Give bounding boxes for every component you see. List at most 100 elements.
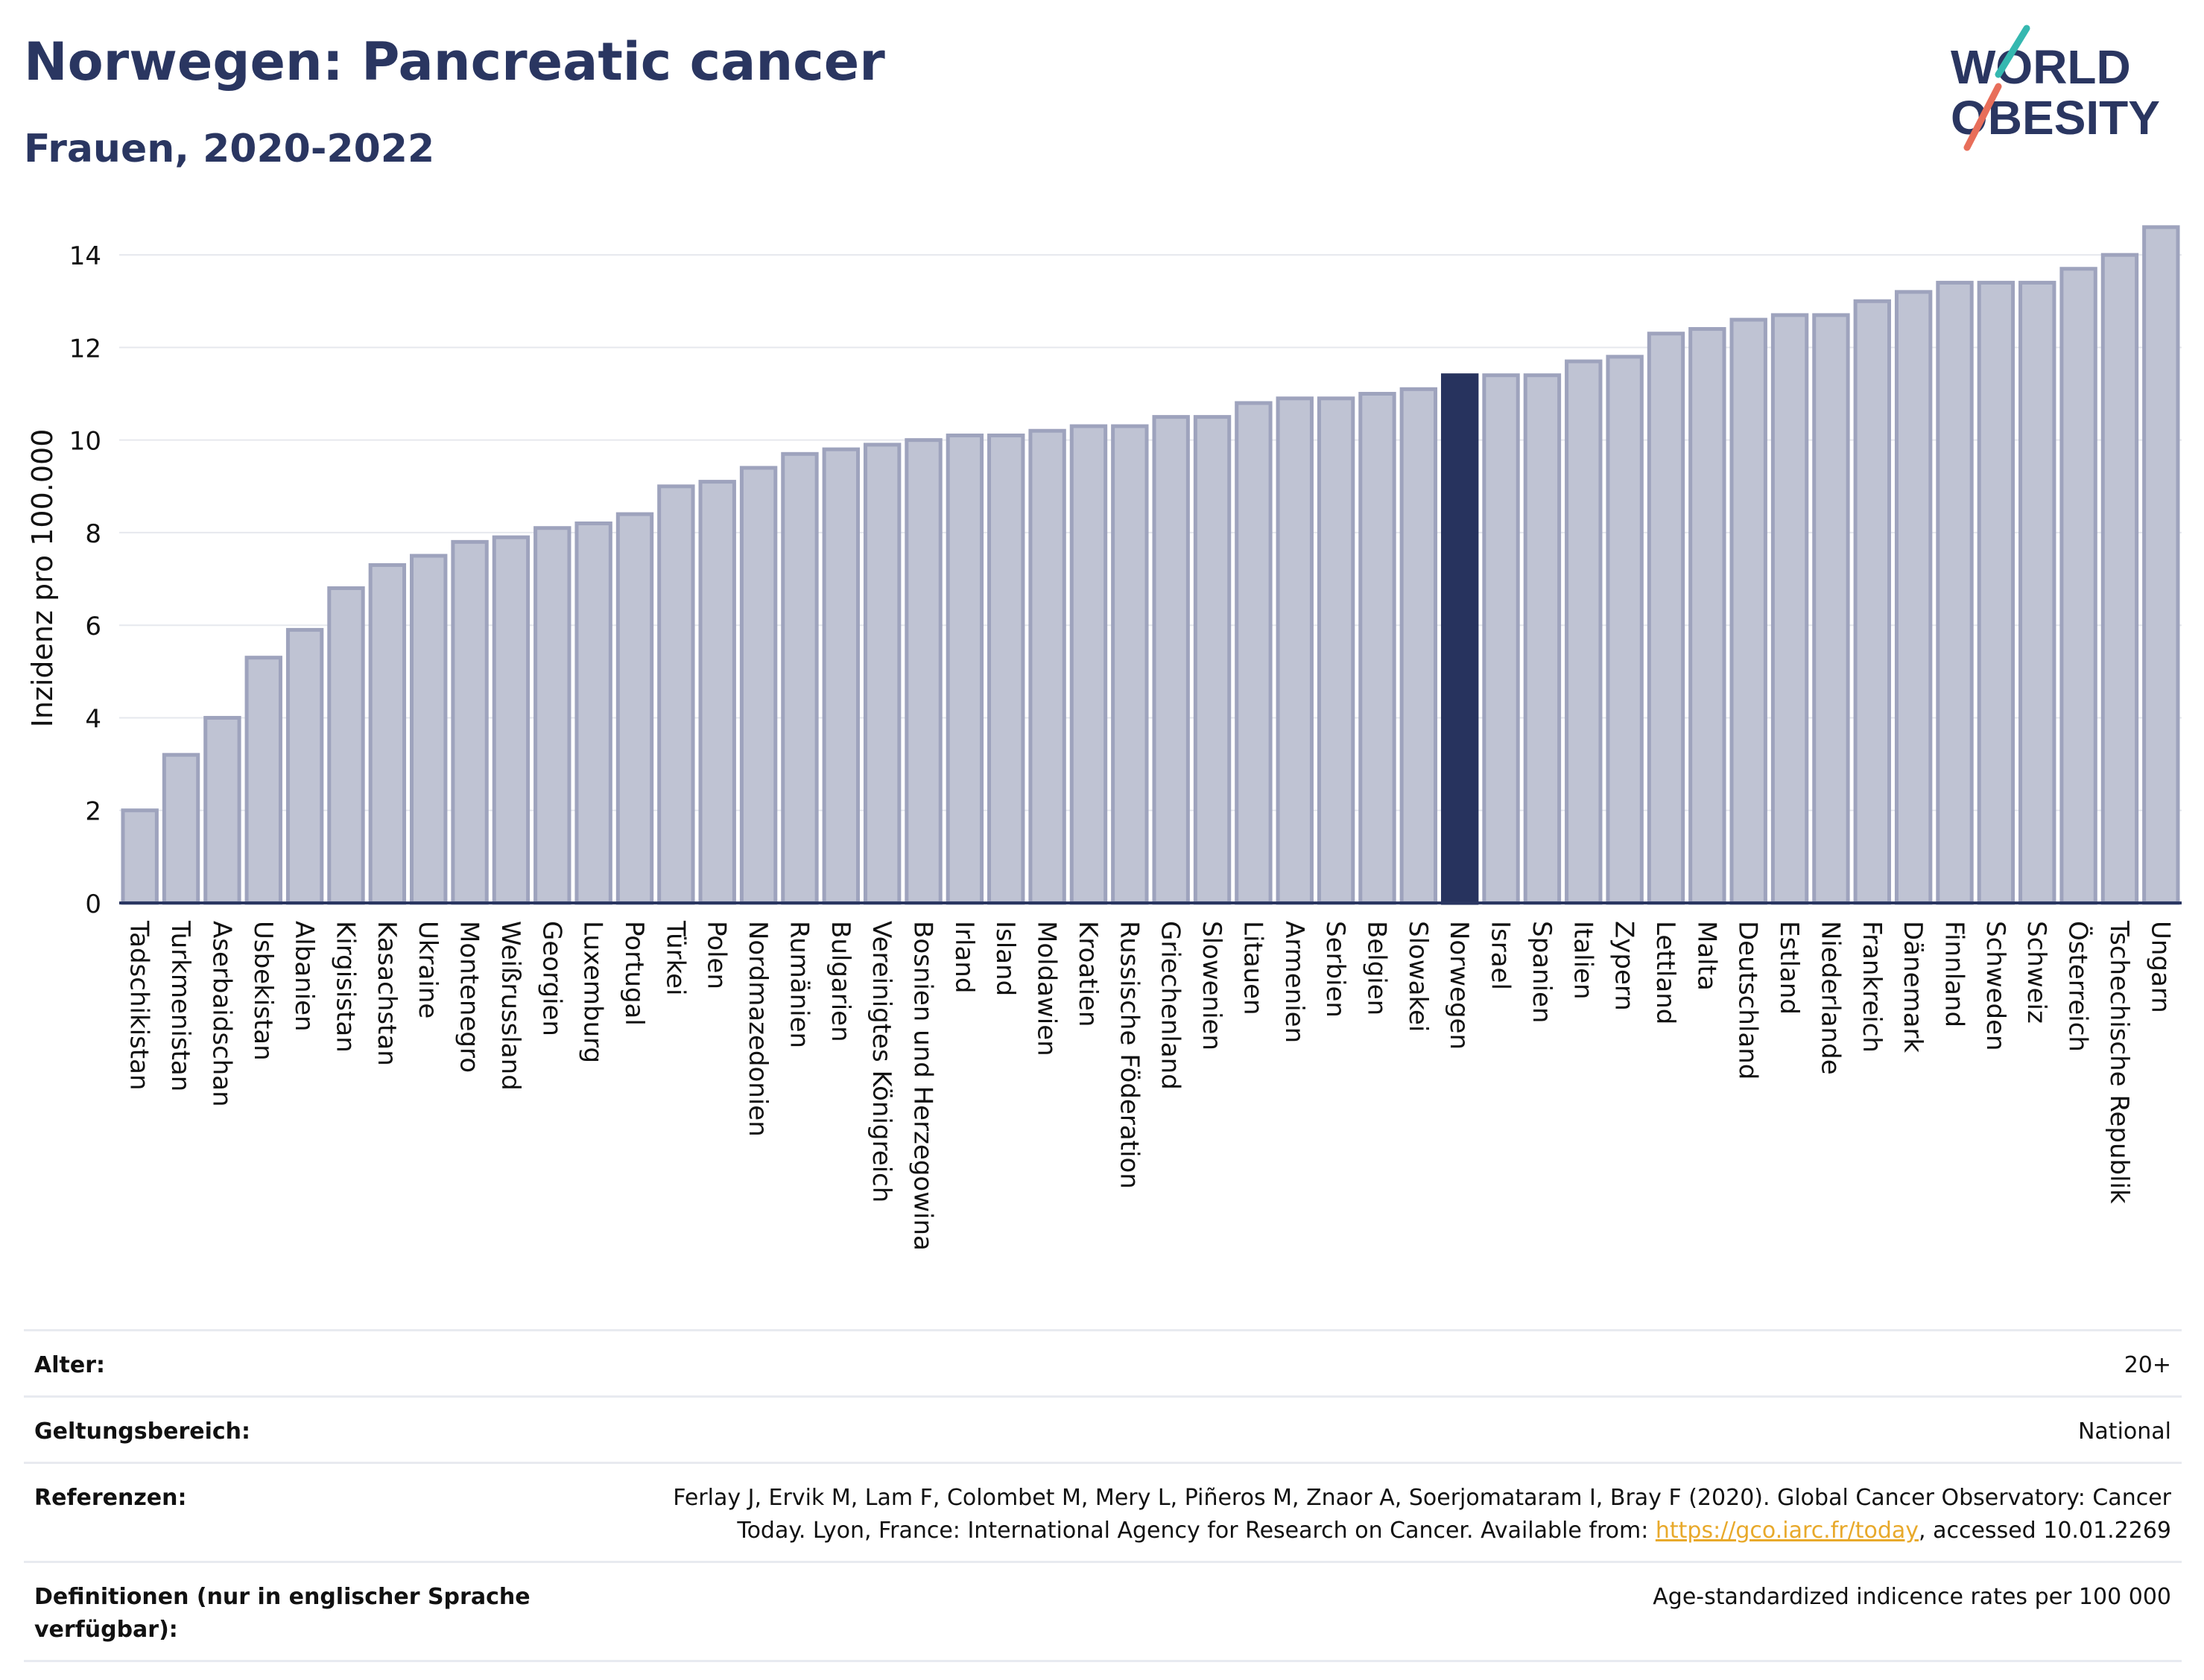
x-tick-label: Weißrussland <box>495 921 525 1091</box>
x-tick-label: Montenegro <box>455 921 484 1073</box>
x-tick-label: Bulgarien <box>826 921 855 1042</box>
x-tick-label: Deutschland <box>1733 921 1763 1080</box>
x-tick-label: Schweden <box>1980 921 2010 1051</box>
bar-Usbekistan[interactable] <box>244 656 282 905</box>
bar-Frankreich[interactable] <box>1853 299 1891 905</box>
x-tick-label: Italien <box>1568 921 1597 1000</box>
x-tick-label: Österreich <box>2063 921 2094 1052</box>
bar-Kroatien[interactable] <box>1069 424 1108 905</box>
reference-text-1: Ferlay J, Ervik M, Lam F, Colombet M, Me… <box>673 1485 2171 1511</box>
x-tick-label: Malta <box>1691 921 1721 991</box>
bar-Montenegro[interactable] <box>451 539 489 905</box>
x-tick-label: Polen <box>702 921 732 989</box>
meta-value-references: Ferlay J, Ervik M, Lam F, Colombet M, Me… <box>571 1482 2171 1547</box>
x-tick-label: Armenien <box>1279 921 1309 1043</box>
bar-Moldawien[interactable] <box>1028 428 1066 905</box>
bar-Belgien[interactable] <box>1358 392 1396 905</box>
meta-row-references: Referenzen: Ferlay J, Ervik M, Lam F, Co… <box>24 1462 2182 1561</box>
bar-Georgien[interactable] <box>533 526 571 905</box>
x-tick-label: Finnland <box>1939 921 1969 1027</box>
bar-Armenien[interactable] <box>1276 396 1314 905</box>
bar-Nordmazedonien[interactable] <box>739 466 778 905</box>
bar-Tadschikistan[interactable] <box>121 808 159 905</box>
bar-Ukraine[interactable] <box>410 554 448 905</box>
bar-Litauen[interactable] <box>1235 401 1273 905</box>
meta-row-age: Alter: 20+ <box>24 1329 2182 1395</box>
x-tick-label: Vereinigtes Königreich <box>867 921 896 1202</box>
reference-link[interactable]: https://gco.iarc.fr/today <box>1655 1518 1919 1544</box>
bar-Österreich[interactable] <box>2059 267 2097 905</box>
bar-Slowenien[interactable] <box>1193 415 1232 905</box>
bar-chart: 0 2 4 6 8 10 12 14 Tadschikistan Turkmenistan Ase… <box>26 225 2182 1251</box>
bar-Tschechische Republik[interactable] <box>2100 253 2139 905</box>
x-tick-label: Niederlande <box>1815 921 1845 1075</box>
bar-Ungarn[interactable] <box>2142 225 2180 905</box>
bar-Finnland[interactable] <box>1936 280 1974 905</box>
bar-Griechenland[interactable] <box>1152 415 1190 905</box>
x-tick-label: Griechenland <box>1156 921 1185 1090</box>
reference-text-2: Today. Lyon, France: International Agenc… <box>737 1518 1656 1544</box>
x-tick-label: Zypern <box>1609 921 1639 1011</box>
bar-Russische Föderation[interactable] <box>1111 424 1149 905</box>
x-tick-label: Luxemburg <box>578 921 608 1063</box>
bar-Kasachstan[interactable] <box>368 562 407 905</box>
y-tick-label: 10 <box>69 427 101 457</box>
bar-Italien[interactable] <box>1565 359 1603 905</box>
bar-Norwegen[interactable] <box>1441 373 1479 905</box>
bar-Polen[interactable] <box>698 480 736 905</box>
bar-Weißrussland[interactable] <box>492 535 531 905</box>
x-tick-label: Serbien <box>1320 921 1350 1018</box>
x-tick-label: Island <box>990 921 1020 996</box>
x-tick-label: Estland <box>1774 921 1804 1015</box>
bar-Kirgisistan[interactable] <box>327 586 365 905</box>
bar-Island[interactable] <box>987 433 1025 905</box>
bar-Irland[interactable] <box>946 433 984 905</box>
bar-Slowakei[interactable] <box>1399 387 1438 905</box>
bar-Serbien[interactable] <box>1317 396 1355 905</box>
chart-title: Norwegen: Pancreatic cancer <box>24 31 885 92</box>
x-tick-label: Frankreich <box>1857 921 1887 1053</box>
bar-Bosnien und Herzegowina[interactable] <box>905 438 943 905</box>
meta-row-definitions: Definitionen (nur in englischer Sprache … <box>24 1561 2182 1662</box>
x-tick-label: Nordmazedonien <box>743 921 773 1137</box>
bar-Israel[interactable] <box>1482 373 1520 905</box>
bars <box>121 225 2180 905</box>
x-tick-label: Portugal <box>619 921 649 1026</box>
bar-Schweiz[interactable] <box>2018 280 2056 905</box>
bar-Estland[interactable] <box>1770 313 1809 905</box>
bar-Lettland[interactable] <box>1647 332 1685 905</box>
meta-value-definitions: Age-standardized indicence rates per 100… <box>1653 1584 2171 1610</box>
x-tick-label: Norwegen <box>1444 921 1474 1050</box>
bar-Portugal[interactable] <box>615 512 654 905</box>
x-tick-label: Kirgisistan <box>330 921 360 1053</box>
reference-text-3: , accessed 10.01.2269 <box>1919 1518 2171 1544</box>
bar-Schweden[interactable] <box>1977 280 2015 905</box>
bar-Malta[interactable] <box>1688 327 1726 905</box>
bar-Deutschland[interactable] <box>1729 317 1767 905</box>
meta-label-definitions: Definitionen (nur in englischer Sprache … <box>34 1584 531 1643</box>
bar-Zypern[interactable] <box>1606 355 1644 905</box>
bar-Rumänien[interactable] <box>781 451 819 905</box>
bar-Turkmenistan[interactable] <box>162 752 200 905</box>
bar-Niederlande[interactable] <box>1812 313 1850 905</box>
x-tick-label: Türkei <box>660 920 690 995</box>
meta-label-age: Alter: <box>34 1352 105 1378</box>
x-tick-label: Tschechische Republik <box>2104 920 2134 1204</box>
x-tick-labels: Tadschikistan Turkmenistan Aserbaidschan Us… <box>124 920 2176 1251</box>
bar-Albanien[interactable] <box>285 627 324 905</box>
x-tick-label: Kroatien <box>1073 921 1103 1027</box>
x-tick-label: Ukraine <box>413 921 443 1018</box>
x-tick-label: Schweiz <box>2021 921 2051 1024</box>
y-tick-label: 14 <box>69 241 101 271</box>
bar-Dänemark[interactable] <box>1894 290 1933 905</box>
x-tick-label: Ungarn <box>2145 921 2175 1013</box>
meta-label-scope: Geltungsbereich: <box>34 1419 251 1445</box>
bar-Luxemburg[interactable] <box>574 522 612 905</box>
bar-Vereinigtes Königreich[interactable] <box>863 443 902 905</box>
meta-label-references: Referenzen: <box>34 1485 187 1511</box>
bar-Aserbaidschan[interactable] <box>203 715 241 905</box>
bar-Türkei[interactable] <box>657 484 695 905</box>
bar-Bulgarien[interactable] <box>822 447 860 905</box>
metadata-table: Alter: 20+ Geltungsbereich: National Ref… <box>24 1329 2182 1662</box>
bar-Spanien[interactable] <box>1523 373 1562 905</box>
